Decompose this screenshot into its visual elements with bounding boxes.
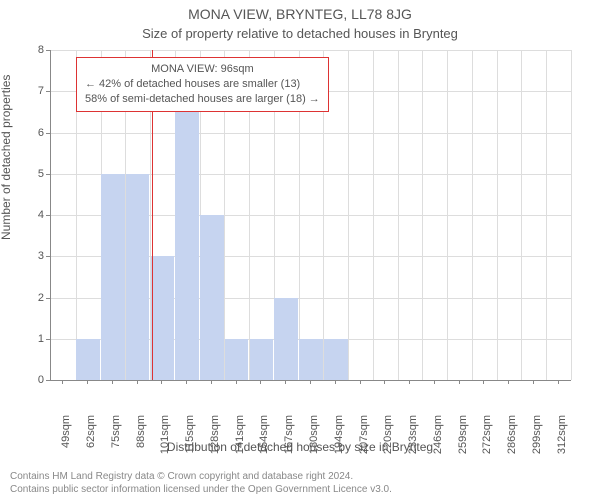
y-tick-mark <box>46 174 50 175</box>
x-tick-label: 154sqm <box>258 415 270 465</box>
legend-line-smaller: ← 42% of detached houses are smaller (13… <box>85 77 320 92</box>
gridline-v <box>422 50 423 380</box>
histogram-bar <box>175 91 199 380</box>
x-tick-label: 299sqm <box>531 415 543 465</box>
y-tick-mark <box>46 256 50 257</box>
x-tick-label: 167sqm <box>283 415 295 465</box>
reference-legend: MONA VIEW: 96sqm ← 42% of detached house… <box>76 57 329 112</box>
histogram-bar <box>200 215 224 380</box>
y-tick-mark <box>46 133 50 134</box>
x-tick-label: 101sqm <box>159 415 171 465</box>
x-tick-mark <box>459 380 460 384</box>
y-tick-label: 2 <box>4 292 44 304</box>
x-tick-mark <box>384 380 385 384</box>
y-tick-label: 0 <box>4 374 44 386</box>
x-tick-mark <box>310 380 311 384</box>
footer-line1: Contains HM Land Registry data © Crown c… <box>10 470 392 483</box>
gridline-v <box>546 50 547 380</box>
gridline-v <box>373 50 374 380</box>
x-tick-mark <box>409 380 410 384</box>
x-tick-label: 312sqm <box>556 415 568 465</box>
x-tick-mark <box>508 380 509 384</box>
y-tick-label: 5 <box>4 168 44 180</box>
histogram-bar <box>250 339 274 380</box>
y-tick-label: 8 <box>4 44 44 56</box>
x-tick-mark <box>285 380 286 384</box>
histogram-bar <box>151 256 175 380</box>
x-tick-mark <box>434 380 435 384</box>
y-tick-label: 7 <box>4 85 44 97</box>
footer-line2: Contains public sector information licen… <box>10 483 392 496</box>
x-tick-label: 272sqm <box>481 415 493 465</box>
x-tick-mark <box>186 380 187 384</box>
x-tick-mark <box>62 380 63 384</box>
x-tick-label: 141sqm <box>234 415 246 465</box>
x-tick-mark <box>533 380 534 384</box>
x-tick-label: 115sqm <box>184 415 196 465</box>
attribution-footer: Contains HM Land Registry data © Crown c… <box>10 470 392 496</box>
x-tick-mark <box>335 380 336 384</box>
x-tick-label: 194sqm <box>333 415 345 465</box>
y-tick-label: 1 <box>4 333 44 345</box>
x-tick-mark <box>112 380 113 384</box>
x-tick-mark <box>87 380 88 384</box>
histogram-bar <box>126 174 150 380</box>
gridline-v <box>521 50 522 380</box>
histogram-bar <box>324 339 348 380</box>
histogram-bar <box>76 339 100 380</box>
gridline-v <box>571 50 572 380</box>
y-tick-mark <box>46 298 50 299</box>
x-tick-label: 259sqm <box>457 415 469 465</box>
histogram-bar <box>225 339 249 380</box>
x-tick-mark <box>161 380 162 384</box>
x-tick-label: 49sqm <box>60 415 72 465</box>
x-tick-mark <box>558 380 559 384</box>
gridline-v <box>398 50 399 380</box>
x-tick-mark <box>260 380 261 384</box>
y-tick-label: 4 <box>4 209 44 221</box>
x-tick-label: 220sqm <box>382 415 394 465</box>
y-tick-mark <box>46 215 50 216</box>
y-tick-mark <box>46 339 50 340</box>
x-tick-label: 180sqm <box>308 415 320 465</box>
gridline-v <box>348 50 349 380</box>
x-tick-label: 207sqm <box>358 415 370 465</box>
x-tick-mark <box>236 380 237 384</box>
page-title-line1: MONA VIEW, BRYNTEG, LL78 8JG <box>0 6 600 22</box>
x-tick-label: 75sqm <box>110 415 122 465</box>
y-tick-mark <box>46 380 50 381</box>
x-tick-mark <box>360 380 361 384</box>
histogram-bar <box>101 174 125 380</box>
x-tick-mark <box>137 380 138 384</box>
gridline-v <box>447 50 448 380</box>
y-tick-mark <box>46 50 50 51</box>
x-tick-label: 88sqm <box>135 415 147 465</box>
x-tick-label: 128sqm <box>209 415 221 465</box>
x-tick-label: 286sqm <box>506 415 518 465</box>
x-tick-label: 233sqm <box>407 415 419 465</box>
gridline-v <box>497 50 498 380</box>
histogram-bar <box>299 339 323 380</box>
gridline-v <box>472 50 473 380</box>
x-tick-mark <box>483 380 484 384</box>
legend-line-larger: 58% of semi-detached houses are larger (… <box>85 92 320 107</box>
x-tick-label: 246sqm <box>432 415 444 465</box>
y-tick-label: 6 <box>4 127 44 139</box>
x-tick-mark <box>211 380 212 384</box>
chart-container: MONA VIEW, BRYNTEG, LL78 8JG Size of pro… <box>0 0 600 500</box>
gridline-h <box>51 133 571 134</box>
histogram-bar <box>274 298 298 381</box>
y-tick-mark <box>46 91 50 92</box>
y-tick-label: 3 <box>4 250 44 262</box>
page-title-line2: Size of property relative to detached ho… <box>0 26 600 41</box>
legend-line-property: MONA VIEW: 96sqm <box>85 62 320 77</box>
x-tick-label: 62sqm <box>85 415 97 465</box>
gridline-h <box>51 50 571 51</box>
